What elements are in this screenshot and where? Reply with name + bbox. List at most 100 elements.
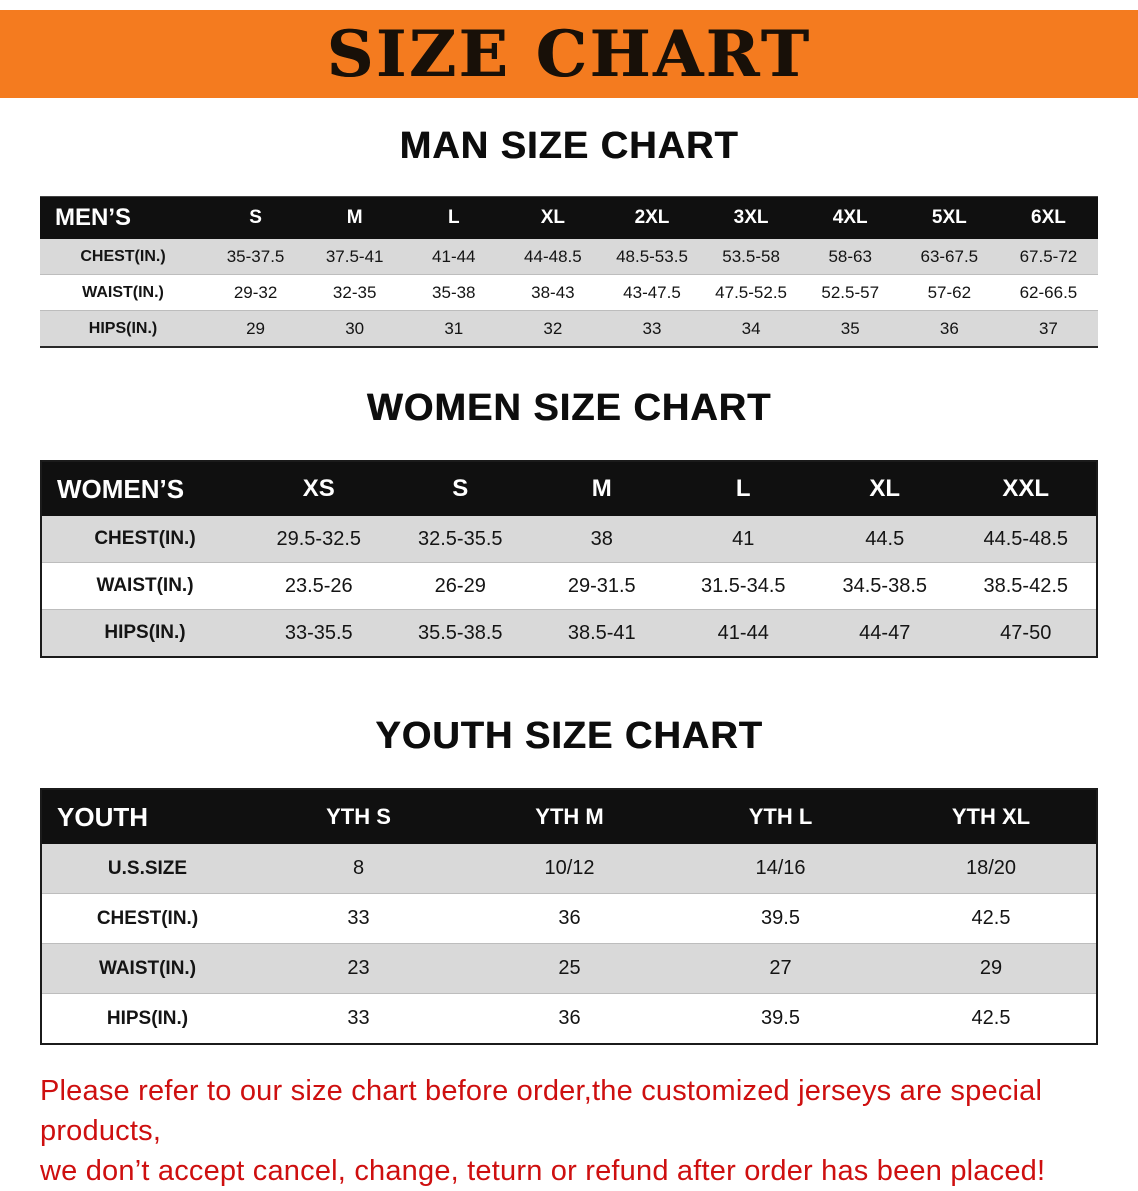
table-title-cell: MEN’S [40, 196, 206, 239]
measure-value-cell: 33 [347, 907, 370, 929]
page-title: SIZE CHART [326, 16, 812, 92]
table-row: HIPS(IN.) 29 30 31 32 33 34 35 36 37 [40, 310, 1098, 347]
measure-value-cell: 67.5-72 [1019, 246, 1078, 266]
size-column-header: XL [503, 196, 603, 239]
measure-value-cell: 37.5-41 [325, 246, 384, 266]
measure-value-cell: 29-32 [233, 282, 278, 302]
measure-value-cell: 23.5-26 [284, 574, 353, 597]
men-section-heading: MAN SIZE CHART [399, 125, 739, 167]
measure-value-cell: 18/20 [965, 857, 1017, 879]
measure-value-cell: 29 [246, 318, 266, 338]
measure-label-cell: HIPS(IN.) [104, 622, 186, 643]
measure-value-cell: 43-47.5 [623, 282, 681, 302]
size-column-header: 5XL [899, 196, 999, 239]
measure-value-cell: 39.5 [761, 907, 800, 929]
measure-value-cell: 58-63 [828, 246, 872, 266]
youth-section-heading: YOUTH SIZE CHART [375, 715, 763, 757]
measure-value-cell: 32 [543, 318, 563, 338]
measure-value-cell: 44-48.5 [524, 246, 582, 266]
measure-value-cell: 41 [732, 527, 755, 550]
men-size-table: MEN’S S M L XL 2XL 3XL 4XL 5XL 6XL CHEST(IN.) 35-37… [40, 196, 1098, 348]
size-column-header: XL [814, 461, 956, 516]
table-row: CHEST(IN.) 35-37.5 37.5-41 41-44 44-48.5 48.5… [40, 239, 1098, 275]
table-header-row: WOMEN’S XS S M L XL XXL [41, 461, 1097, 516]
measure-value-cell: 32.5-35.5 [417, 527, 503, 550]
measure-value-cell: 10/12 [544, 857, 595, 879]
table-row: CHEST(IN.) 29.5-32.5 32.5-35.5 38 41 44.5 44.5… [41, 516, 1097, 563]
measure-value-cell: 26-29 [434, 574, 486, 597]
women-size-section: WOMEN SIZE CHART WOMEN’S XS S M L XL XXL CHEST(… [0, 386, 1138, 658]
measure-value-cell: 29-31.5 [567, 574, 636, 597]
measure-value-cell: 33 [347, 1007, 370, 1029]
measure-value-cell: 33 [642, 318, 662, 338]
table-title-cell: WOMEN’S [41, 461, 248, 516]
notice-line-1: Please refer to our size chart before or… [40, 1075, 1043, 1147]
size-column-header: 4XL [800, 196, 900, 239]
measure-value-cell: 27 [769, 957, 792, 979]
measure-value-cell: 36 [558, 907, 581, 929]
notice-line-2: we don’t accept cancel, change, teturn o… [40, 1155, 1046, 1187]
size-column-header: M [531, 461, 673, 516]
size-column-header: XXL [955, 461, 1097, 516]
measure-value-cell: 31.5-34.5 [700, 574, 786, 597]
measure-label-cell: CHEST(IN.) [80, 247, 166, 265]
table-row: HIPS(IN.) 33 36 39.5 42.5 [41, 993, 1097, 1044]
measure-value-cell: 23 [347, 957, 370, 979]
measure-value-cell: 32-35 [332, 282, 377, 302]
size-column-header: L [404, 196, 504, 239]
measure-value-cell: 33-35.5 [284, 621, 353, 644]
size-column-header: 3XL [701, 196, 801, 239]
measure-value-cell: 42.5 [971, 1007, 1011, 1029]
measure-value-cell: 52.5-57 [821, 282, 880, 302]
size-column-header: S [389, 461, 531, 516]
measure-value-cell: 35-37.5 [226, 246, 285, 266]
measure-value-cell: 44.5 [865, 527, 905, 550]
size-column-header: L [672, 461, 814, 516]
measure-value-cell: 39.5 [761, 1007, 800, 1029]
youth-size-table: YOUTH YTH S YTH M YTH L YTH XL U.S.SIZE 8 10/12… [40, 788, 1098, 1045]
table-header-row: YOUTH YTH S YTH M YTH L YTH XL [41, 789, 1097, 844]
size-column-header: 6XL [998, 196, 1098, 239]
measure-value-cell: 37 [1038, 318, 1058, 338]
measure-label-cell: WAIST(IN.) [82, 283, 164, 301]
measure-value-cell: 29 [979, 957, 1003, 979]
measure-value-cell: 34.5-38.5 [842, 574, 927, 597]
measure-value-cell: 47-50 [1000, 621, 1052, 644]
measure-value-cell: 30 [345, 318, 365, 338]
size-column-header: YTH XL [886, 789, 1097, 844]
measure-value-cell: 14/16 [755, 857, 806, 879]
measure-value-cell: 35.5-38.5 [417, 621, 503, 644]
measure-value-cell: 31 [444, 318, 464, 338]
measure-value-cell: 29.5-32.5 [276, 527, 361, 550]
measure-label-cell: CHEST(IN.) [96, 907, 199, 929]
measure-value-cell: 38.5-42.5 [983, 574, 1068, 597]
measure-value-cell: 41-44 [717, 621, 769, 644]
women-size-table: WOMEN’S XS S M L XL XXL CHEST(IN.) 29.5-32.5 32.5… [40, 460, 1098, 658]
men-size-section: MAN SIZE CHART MEN’S S M L XL 2XL 3XL 4XL 5XL 6XL… [0, 124, 1138, 348]
table-row: WAIST(IN.) 29-32 32-35 35-38 38-43 43-47.5 47.… [40, 274, 1098, 311]
size-chart-page: SIZE CHART MAN SIZE CHART MEN’S S M L XL 2XL 3… [0, 10, 1138, 1191]
measure-label-cell: HIPS(IN.) [106, 1007, 189, 1029]
table-row: CHEST(IN.) 33 36 39.5 42.5 [41, 893, 1097, 944]
measure-value-cell: 62-66.5 [1019, 282, 1078, 302]
size-column-header: S [206, 196, 306, 239]
measure-value-cell: 47.5-52.5 [715, 282, 788, 302]
measure-value-cell: 35-38 [432, 282, 476, 302]
measure-value-cell: 8 [352, 857, 365, 879]
banner: SIZE CHART [0, 10, 1138, 98]
size-column-header: 2XL [602, 196, 702, 239]
measure-value-cell: 57-62 [927, 282, 972, 302]
measure-value-cell: 25 [558, 957, 581, 979]
size-column-header: XS [248, 461, 390, 516]
measure-value-cell: 36 [558, 1007, 581, 1029]
size-column-header: YTH S [253, 789, 464, 844]
measure-value-cell: 44.5-48.5 [983, 527, 1068, 550]
size-column-header: YTH M [464, 789, 675, 844]
table-title-cell: YOUTH [41, 789, 253, 844]
measure-label-cell: HIPS(IN.) [88, 319, 158, 337]
youth-size-section: YOUTH SIZE CHART YOUTH YTH S YTH M YTH L YTH… [0, 714, 1138, 1045]
measure-value-cell: 38.5-41 [567, 621, 636, 644]
measure-value-cell: 35 [840, 318, 860, 338]
table-row: WAIST(IN.) 23 25 27 29 [41, 943, 1097, 994]
measure-label-cell: U.S.SIZE [107, 857, 188, 879]
